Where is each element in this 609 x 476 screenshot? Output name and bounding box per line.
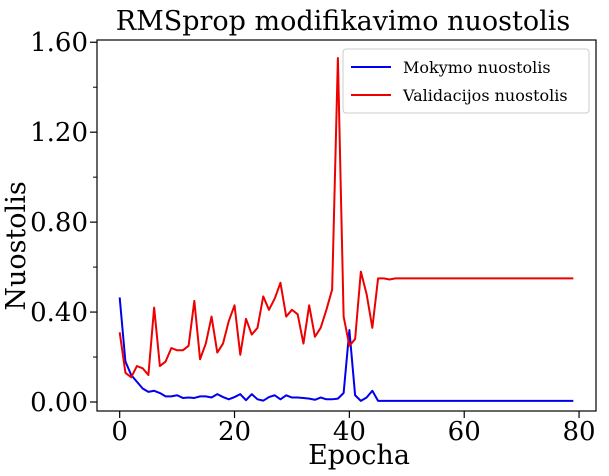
y-tick-label: 1.20 [30, 118, 88, 148]
y-tick-label: 0.40 [30, 298, 88, 328]
series-line-1 [118, 297, 574, 402]
y-tick-label: 0.00 [30, 388, 88, 418]
plot-frame [96, 39, 597, 412]
chart-title: RMSprop modifikavimo nuostolis [116, 6, 570, 37]
legend-label-2: Validacijos nuostolis [402, 86, 568, 105]
legend-box [342, 48, 590, 114]
x-tick-label: 40 [333, 417, 366, 447]
x-tick-label: 0 [111, 417, 128, 447]
x-tick-label: 80 [563, 417, 596, 447]
legend-label-1: Mokymo nuostolis [403, 58, 551, 77]
tick-layer: 0 20 40 60 80 0.00 0.40 0.80 1.20 1.60 [30, 28, 595, 447]
x-axis-label: Epocha [308, 440, 410, 471]
series-line-2 [118, 56, 574, 379]
y-axis-label: Nuostolis [1, 181, 32, 310]
legend: Mokymo nuostolis Validacijos nuostolis [342, 48, 590, 114]
x-tick-label: 60 [448, 417, 481, 447]
y-tick-label: 1.60 [30, 28, 88, 58]
y-tick-label: 0.80 [30, 208, 88, 238]
x-tick-label: 20 [218, 417, 251, 447]
series-layer [118, 56, 574, 402]
